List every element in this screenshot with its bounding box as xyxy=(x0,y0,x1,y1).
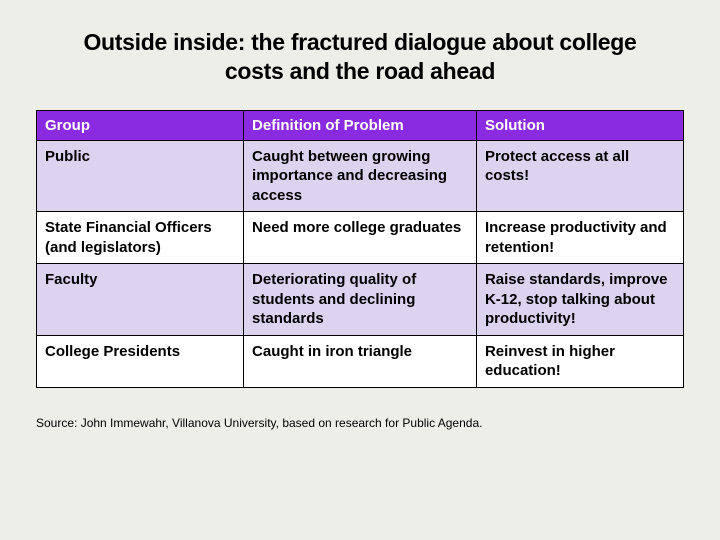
slide-title: Outside inside: the fractured dialogue a… xyxy=(36,28,684,86)
cell-solution: Reinvest in higher education! xyxy=(476,335,683,387)
col-header-group: Group xyxy=(37,110,244,140)
cell-group: College Presidents xyxy=(37,335,244,387)
cell-problem: Caught in iron triangle xyxy=(244,335,477,387)
cell-solution: Increase productivity and retention! xyxy=(476,212,683,264)
table-row: Faculty Deteriorating quality of student… xyxy=(37,264,684,336)
table-row: College Presidents Caught in iron triang… xyxy=(37,335,684,387)
col-header-solution: Solution xyxy=(476,110,683,140)
table-row: State Financial Officers (and legislator… xyxy=(37,212,684,264)
cell-group: State Financial Officers (and legislator… xyxy=(37,212,244,264)
cell-group: Faculty xyxy=(37,264,244,336)
cell-problem: Deteriorating quality of students and de… xyxy=(244,264,477,336)
col-header-problem: Definition of Problem xyxy=(244,110,477,140)
cell-solution: Raise standards, improve K-12, stop talk… xyxy=(476,264,683,336)
table-row: Public Caught between growing importance… xyxy=(37,140,684,212)
source-citation: Source: John Immewahr, Villanova Univers… xyxy=(36,416,684,430)
cell-problem: Caught between growing importance and de… xyxy=(244,140,477,212)
cell-solution: Protect access at all costs! xyxy=(476,140,683,212)
dialogue-table: Group Definition of Problem Solution Pub… xyxy=(36,110,684,388)
table-header-row: Group Definition of Problem Solution xyxy=(37,110,684,140)
cell-problem: Need more college graduates xyxy=(244,212,477,264)
cell-group: Public xyxy=(37,140,244,212)
